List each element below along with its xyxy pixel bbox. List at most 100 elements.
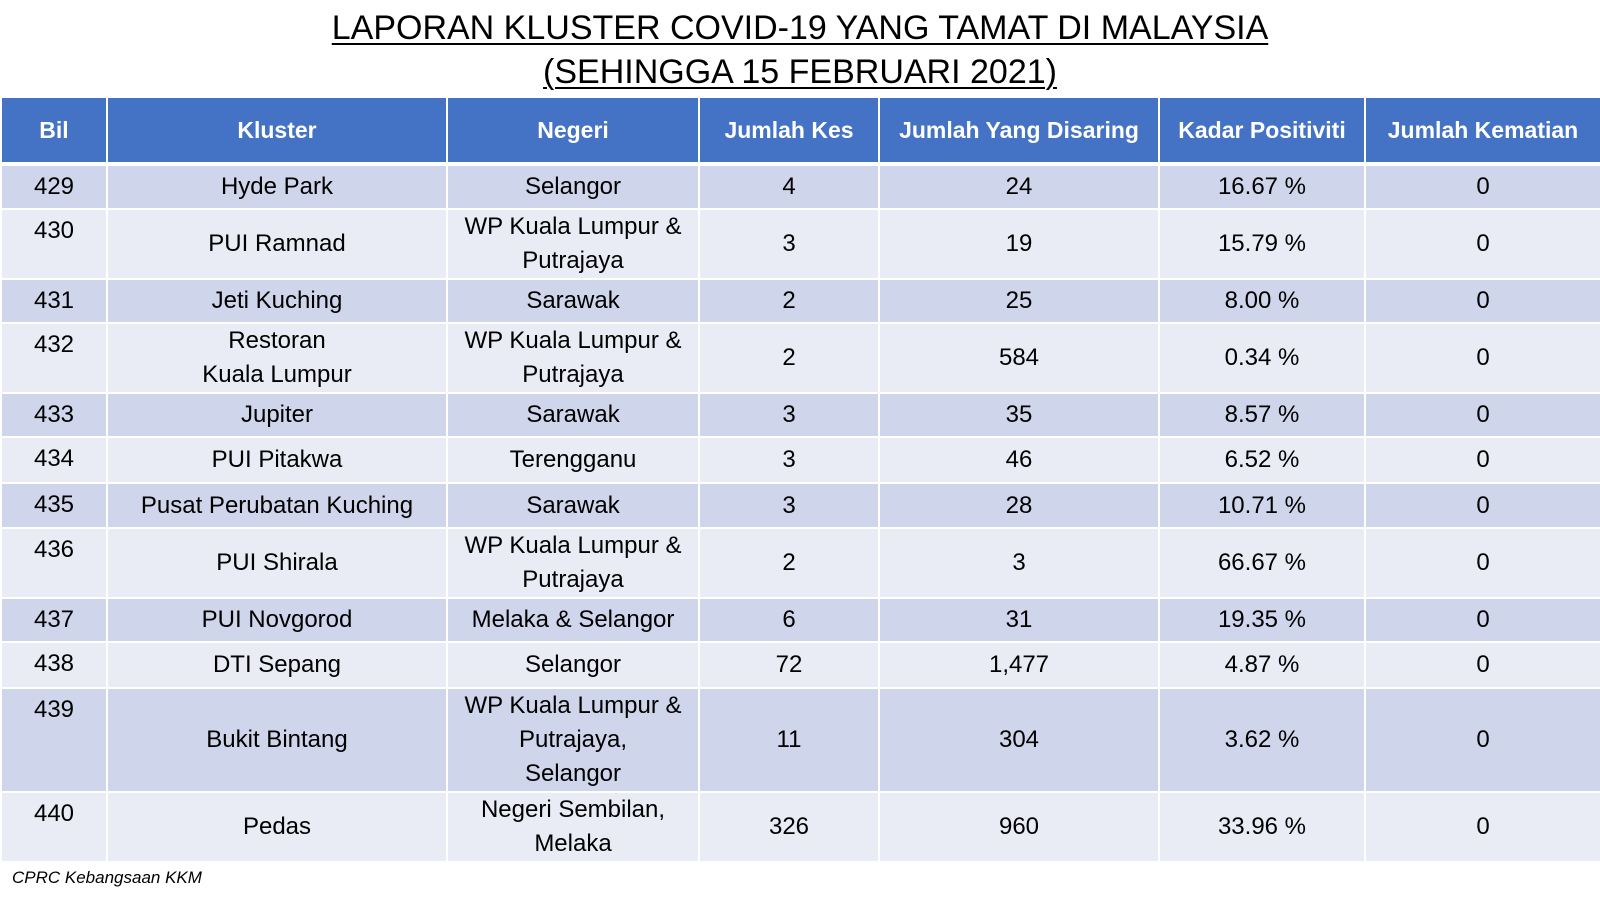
cell-kadar-positiviti: 66.67 %	[1158, 527, 1366, 599]
cell-jumlah-kes: 326	[698, 791, 880, 863]
cell-bil: 431	[0, 278, 108, 324]
cell-kadar-positiviti: 4.87 %	[1158, 641, 1366, 689]
cell-jumlah-kematian: 0	[1364, 322, 1600, 394]
cell-bil: 436	[0, 527, 108, 599]
cell-negeri: WP Kuala Lumpur & Putrajaya	[446, 208, 700, 280]
cell-kluster: PUI Novgorod	[106, 597, 448, 643]
cell-negeri: Selangor	[446, 163, 700, 210]
cell-negeri: Selangor	[446, 641, 700, 689]
cell-negeri: Negeri Sembilan, Melaka	[446, 791, 700, 863]
cell-negeri-line: Selangor	[524, 651, 622, 678]
cell-jumlah-disaring: 584	[878, 322, 1160, 394]
cell-kluster: Restoran Kuala Lumpur	[106, 322, 448, 394]
cell-jumlah-kematian: 0	[1364, 597, 1600, 643]
cell-negeri: WP Kuala Lumpur & Putrajaya	[446, 527, 700, 599]
cell-kadar-positiviti: 0.34 %	[1158, 322, 1366, 394]
table-row: 433 Jupiter Sarawak 3 35 8.57 % 0	[0, 392, 1600, 438]
cell-bil: 433	[0, 392, 108, 438]
cell-negeri: Terengganu	[446, 436, 700, 484]
table-body: 429 Hyde Park Selangor 4 24 16.67 % 0 430 PUI Ra…	[0, 163, 1600, 863]
cell-negeri-line: Selangor	[524, 760, 622, 787]
cell-kluster: DTI Sepang	[106, 641, 448, 689]
cell-kluster: Pedas	[106, 791, 448, 863]
cell-negeri: WP Kuala Lumpur & Putrajaya	[446, 322, 700, 394]
cell-negeri: Sarawak	[446, 392, 700, 438]
cell-jumlah-kes: 72	[698, 641, 880, 689]
cell-jumlah-kes: 2	[698, 527, 880, 599]
cell-negeri-line: Sarawak	[526, 401, 620, 428]
cell-kadar-positiviti: 33.96 %	[1158, 791, 1366, 863]
cell-kluster: PUI Shirala	[106, 527, 448, 599]
cell-jumlah-disaring: 24	[878, 163, 1160, 210]
cell-jumlah-kematian: 0	[1364, 392, 1600, 438]
cell-jumlah-kes: 3	[698, 208, 880, 280]
cell-jumlah-kematian: 0	[1364, 641, 1600, 689]
cell-negeri-line: Putrajaya,	[518, 726, 628, 753]
cell-kluster: Pusat Perubatan Kuching	[106, 482, 448, 529]
cell-bil: 439	[0, 687, 108, 793]
cell-kluster-line: PUI Shirala	[216, 549, 338, 576]
cell-kluster: PUI Ramnad	[106, 208, 448, 280]
cell-kluster: PUI Pitakwa	[106, 436, 448, 484]
cell-negeri-line: WP Kuala Lumpur &	[464, 327, 682, 354]
table-row: 429 Hyde Park Selangor 4 24 16.67 % 0	[0, 163, 1600, 210]
cell-kluster-line: Pedas	[242, 813, 312, 840]
cell-kluster-line: Hyde Park	[220, 173, 334, 200]
cell-negeri-line: Putrajaya	[522, 566, 624, 593]
cell-negeri-line: WP Kuala Lumpur &	[464, 692, 682, 719]
table-row: 432 Restoran Kuala Lumpur WP Kuala Lumpur &…	[0, 322, 1600, 394]
cell-negeri-line: Melaka	[534, 830, 612, 857]
cell-kadar-positiviti: 6.52 %	[1158, 436, 1366, 484]
cell-negeri: Sarawak	[446, 278, 700, 324]
title-line-2: (SEHINGGA 15 FEBRUARI 2021)	[543, 53, 1057, 91]
cell-jumlah-kematian: 0	[1364, 791, 1600, 863]
cell-jumlah-disaring: 35	[878, 392, 1160, 438]
cell-negeri-line: Melaka & Selangor	[471, 606, 675, 633]
table-row: 430 PUI Ramnad WP Kuala Lumpur & Putrajaya 3…	[0, 208, 1600, 280]
cell-negeri: WP Kuala Lumpur & Putrajaya, Selangor	[446, 687, 700, 793]
header-bil: Bil	[0, 96, 108, 166]
cell-kadar-positiviti: 19.35 %	[1158, 597, 1366, 643]
cell-jumlah-kematian: 0	[1364, 163, 1600, 210]
table-row: 434 PUI Pitakwa Terengganu 3 46 6.52 % 0	[0, 436, 1600, 484]
cell-negeri-line: Sarawak	[526, 491, 620, 519]
cell-kluster: Jupiter	[106, 392, 448, 438]
cell-bil: 430	[0, 208, 108, 280]
cell-bil: 434	[0, 436, 108, 484]
cell-jumlah-kes: 2	[698, 278, 880, 324]
cell-kluster-line: Bukit Bintang	[206, 726, 348, 753]
cell-jumlah-disaring: 304	[878, 687, 1160, 793]
header-jumlah-disaring: Jumlah Yang Disaring	[878, 96, 1160, 166]
cell-jumlah-disaring: 1,477	[878, 641, 1160, 689]
cell-kadar-positiviti: 8.57 %	[1158, 392, 1366, 438]
header-jumlah-kes: Jumlah Kes	[698, 96, 880, 166]
report-title: LAPORAN KLUSTER COVID-19 YANG TAMAT DI M…	[0, 6, 1600, 94]
cell-kluster: Bukit Bintang	[106, 687, 448, 793]
cell-jumlah-kes: 4	[698, 163, 880, 210]
cell-jumlah-disaring: 46	[878, 436, 1160, 484]
cell-jumlah-kes: 2	[698, 322, 880, 394]
cell-kluster-line: Restoran	[228, 327, 326, 354]
cell-kluster-line: Jeti Kuching	[211, 287, 343, 314]
cell-kluster: Jeti Kuching	[106, 278, 448, 324]
cell-kadar-positiviti: 10.71 %	[1158, 482, 1366, 529]
cell-negeri: Melaka & Selangor	[446, 597, 700, 643]
cell-jumlah-kes: 3	[698, 482, 880, 529]
cell-negeri-line: WP Kuala Lumpur &	[464, 213, 682, 240]
cell-jumlah-disaring: 3	[878, 527, 1160, 599]
cell-negeri-line: Putrajaya	[522, 247, 624, 274]
cell-jumlah-disaring: 25	[878, 278, 1160, 324]
cell-jumlah-disaring: 19	[878, 208, 1160, 280]
cell-jumlah-kematian: 0	[1364, 208, 1600, 280]
cell-jumlah-disaring: 31	[878, 597, 1160, 643]
table-row: 439 Bukit Bintang WP Kuala Lumpur & Putraja…	[0, 687, 1600, 793]
cell-bil: 437	[0, 597, 108, 643]
cell-kadar-positiviti: 3.62 %	[1158, 687, 1366, 793]
cell-kluster-line: DTI Sepang	[212, 651, 342, 678]
cell-kluster-line: PUI Novgorod	[201, 606, 353, 633]
cell-kluster-line: PUI Pitakwa	[211, 446, 343, 473]
table-row: 437 PUI Novgorod Melaka & Selangor 6 31 19.35…	[0, 597, 1600, 643]
cell-jumlah-kematian: 0	[1364, 482, 1600, 529]
cell-bil: 432	[0, 322, 108, 394]
cell-jumlah-kematian: 0	[1364, 687, 1600, 793]
